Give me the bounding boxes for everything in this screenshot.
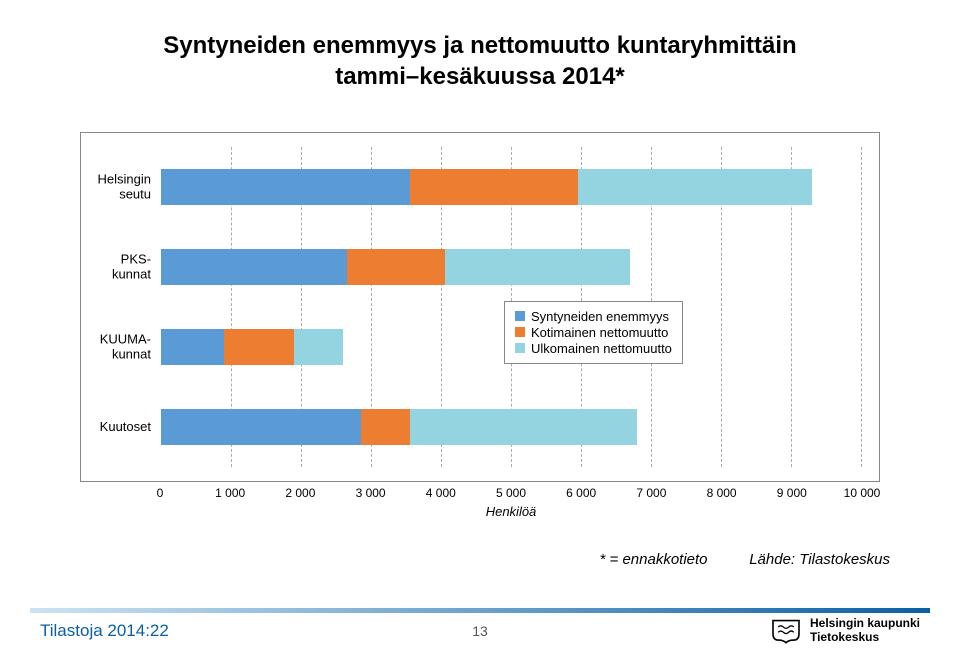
- x-tick-label: 9 000: [777, 486, 807, 500]
- y-axis-label: Kuutoset: [100, 420, 151, 434]
- slide: Syntyneiden enemmyys ja nettomuutto kunt…: [0, 0, 960, 653]
- legend-label: Ulkomainen nettomuutto: [531, 341, 672, 356]
- bar-segment: [445, 249, 631, 285]
- legend-swatch: [515, 311, 525, 321]
- title-line-1: Syntyneiden enemmyys ja nettomuutto kunt…: [163, 32, 796, 59]
- legend-item: Ulkomainen nettomuutto: [515, 341, 672, 356]
- x-tick-label: 6 000: [566, 486, 596, 500]
- x-tick-label: 4 000: [426, 486, 456, 500]
- bar-segment: [410, 409, 638, 445]
- bar-segment: [294, 329, 343, 365]
- logo-line-1: Helsingin kaupunki: [810, 617, 920, 631]
- legend-swatch: [515, 327, 525, 337]
- y-axis-label: PKS-kunnat: [112, 253, 151, 282]
- bar-segment: [224, 329, 294, 365]
- legend-label: Syntyneiden enemmyys: [531, 309, 669, 324]
- logo-area: Helsingin kaupunki Tietokeskus: [770, 617, 920, 645]
- bar-row: [161, 249, 861, 285]
- bar-segment: [161, 249, 347, 285]
- bar-segment: [161, 169, 410, 205]
- helsinki-logo-icon: [770, 618, 802, 644]
- slide-title: Syntyneiden enemmyys ja nettomuutto kunt…: [60, 30, 900, 92]
- footnote: * = ennakkotieto Lähde: Tilastokeskus: [600, 551, 890, 568]
- footnote-source: Lähde: Tilastokeskus: [749, 551, 890, 568]
- chart-frame: Helsinginseutu PKS-kunnat KUUMA-kunnat Kuut…: [80, 132, 880, 482]
- bar-segment: [361, 409, 410, 445]
- x-tick-label: 2 000: [285, 486, 315, 500]
- x-tick-label: 7 000: [636, 486, 666, 500]
- footer: Tilastoja 2014:22 13 Helsingin kaupunki …: [0, 603, 960, 653]
- bar-segment: [578, 169, 813, 205]
- bar-row: [161, 409, 861, 445]
- bar-segment: [161, 329, 224, 365]
- footnote-prefix: * = ennakkotieto: [600, 551, 708, 568]
- logo-text: Helsingin kaupunki Tietokeskus: [810, 617, 920, 645]
- plot-area: Syntyneiden enemmyysKotimainen nettomuut…: [161, 147, 861, 467]
- bar-segment: [410, 169, 578, 205]
- x-tick-label: 3 000: [356, 486, 386, 500]
- x-axis-title: Henkilöä: [160, 504, 862, 519]
- y-axis-label: Helsinginseutu: [98, 173, 151, 202]
- bar-segment: [161, 409, 361, 445]
- legend-item: Kotimainen nettomuutto: [515, 325, 672, 340]
- page-number: 13: [472, 623, 488, 639]
- x-tick-label: 10 000: [844, 486, 881, 500]
- gridline: [861, 147, 862, 467]
- x-tick-label: 1 000: [215, 486, 245, 500]
- legend-label: Kotimainen nettomuutto: [531, 325, 668, 340]
- legend-item: Syntyneiden enemmyys: [515, 309, 672, 324]
- footer-left: Tilastoja 2014:22: [40, 621, 169, 641]
- x-tick-label: 5 000: [496, 486, 526, 500]
- y-axis-labels: Helsinginseutu PKS-kunnat KUUMA-kunnat Kuut…: [81, 147, 156, 467]
- y-axis-label: KUUMA-kunnat: [100, 333, 151, 362]
- logo-line-2: Tietokeskus: [810, 631, 920, 645]
- x-tick-label: 0: [157, 486, 164, 500]
- legend: Syntyneiden enemmyysKotimainen nettomuut…: [504, 301, 683, 364]
- bar-segment: [347, 249, 445, 285]
- footer-divider: [30, 608, 930, 613]
- title-line-2: tammi–kesäkuussa 2014*: [335, 63, 625, 90]
- x-axis: 0 1 000 2 000 3 000 4 000 5 000 6 000 7 000 8 00…: [160, 482, 862, 502]
- legend-swatch: [515, 343, 525, 353]
- chart-container: Helsinginseutu PKS-kunnat KUUMA-kunnat Kuut…: [80, 132, 880, 519]
- x-tick-label: 8 000: [707, 486, 737, 500]
- bar-row: [161, 169, 861, 205]
